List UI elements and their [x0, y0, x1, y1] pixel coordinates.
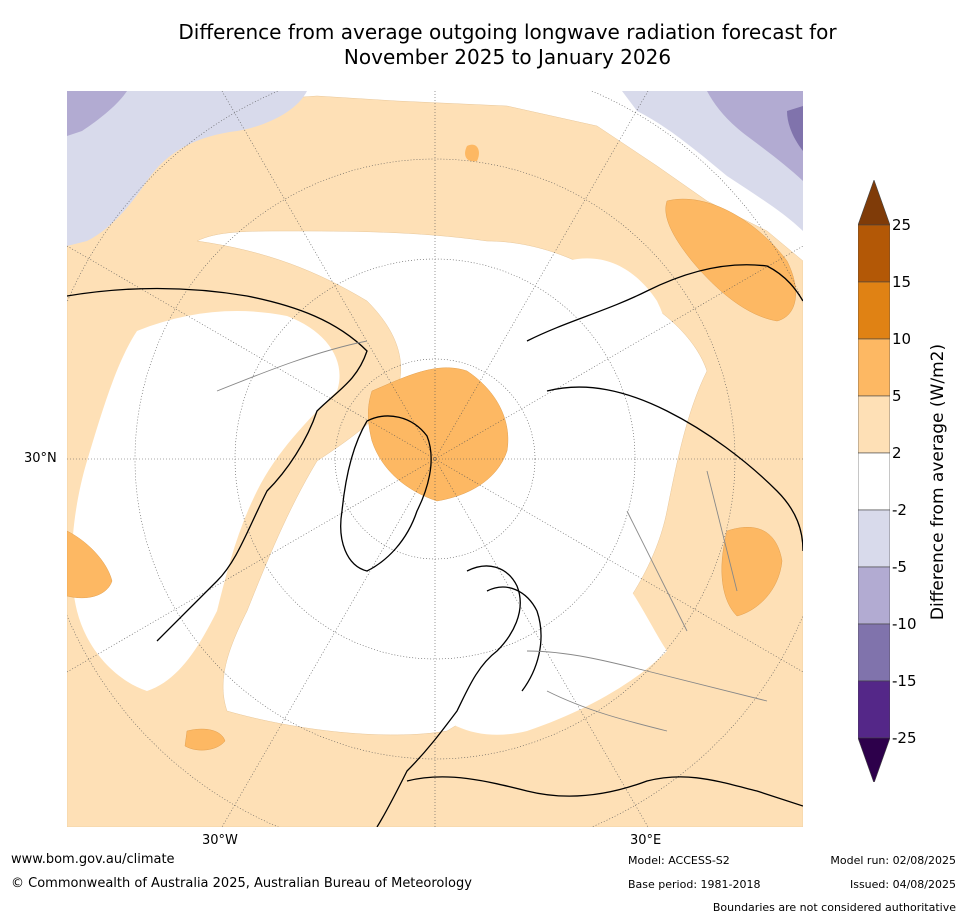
colorbar-label: Difference from average (W/m2) [928, 343, 948, 621]
neutral-region-europe-asia [422, 507, 667, 735]
neutral-region-siberia [567, 258, 671, 420]
anomaly-5-10-small [465, 144, 479, 162]
colorbar-bin [858, 224, 890, 283]
coastlines [67, 264, 803, 827]
borders [216, 340, 768, 732]
footer-boundaries-note: Boundaries are not considered authoritat… [712, 901, 956, 914]
colorbar-tick-label: 5 [892, 387, 902, 405]
anomaly-5-10-arctic [368, 367, 509, 502]
footer-copyright: © Commonwealth of Australia 2025, Austra… [11, 876, 472, 891]
colorbar-tick-label: 25 [892, 216, 912, 234]
colorbar-bin [858, 509, 890, 568]
anomaly-5-10-asia [721, 527, 783, 617]
colorbar-tick-label: -25 [892, 729, 917, 747]
colorbar [858, 180, 890, 782]
anomaly-5-10-east [665, 198, 796, 322]
chart-title: Difference from average outgoing longwav… [60, 20, 955, 70]
colorbar-tick-label: -2 [892, 501, 907, 519]
colorbar-tick-label: 10 [892, 330, 912, 348]
neutral-region-arctic-america [71, 311, 340, 691]
colorbar-bin [858, 395, 890, 454]
coast-asia [526, 264, 803, 552]
colorbar-tick-label: 15 [892, 273, 912, 291]
colorbar-bin [858, 623, 890, 682]
colorbar-bin [858, 281, 890, 340]
anomaly-neg-2-5-top-left [67, 91, 307, 246]
footer-model: Model: ACCESS-S2 [628, 854, 730, 867]
colorbar-tick-label: -10 [892, 615, 917, 633]
anomaly-neg-10-15-top-right [787, 106, 803, 151]
colorbar-bin [858, 680, 890, 739]
coast-greenland [340, 415, 432, 572]
title-line-1: Difference from average outgoing longwav… [178, 20, 837, 44]
footer-model-run: Model run: 02/08/2025 [830, 854, 956, 867]
anomaly-5-10-atlantic [67, 530, 113, 599]
colorbar-bin [858, 452, 890, 511]
colorbar-bin [858, 566, 890, 625]
latitude-label-30n: 30°N [24, 451, 57, 466]
map-svg [67, 91, 803, 827]
longitude-label-30e: 30°E [630, 833, 662, 848]
coast-north-america [67, 287, 368, 642]
colorbar-bin [858, 737, 890, 782]
colorbar-tick-label: 2 [892, 444, 902, 462]
colorbar-tick-label: -5 [892, 558, 907, 576]
colorbar-tick-label: -15 [892, 672, 917, 690]
anomaly-neg-5-10-top-left [67, 91, 127, 136]
coast-europe [376, 565, 521, 827]
footer-url: www.bom.gov.au/climate [11, 852, 175, 867]
footer-base-period: Base period: 1981-2018 [628, 878, 761, 891]
longitude-label-30w: 30°W [202, 833, 238, 848]
title-line-2: November 2025 to January 2026 [343, 45, 672, 69]
footer-issued: Issued: 04/08/2025 [849, 878, 956, 891]
colorbar-bin [858, 338, 890, 397]
coast-scandinavia [486, 586, 542, 692]
colorbar-bin [858, 180, 890, 226]
anomaly-5-10-pacific [184, 728, 226, 751]
anomaly-neg-5-10-top-right [707, 91, 803, 181]
coast-mediterranean [406, 776, 803, 807]
polar-map[interactable] [67, 91, 803, 827]
